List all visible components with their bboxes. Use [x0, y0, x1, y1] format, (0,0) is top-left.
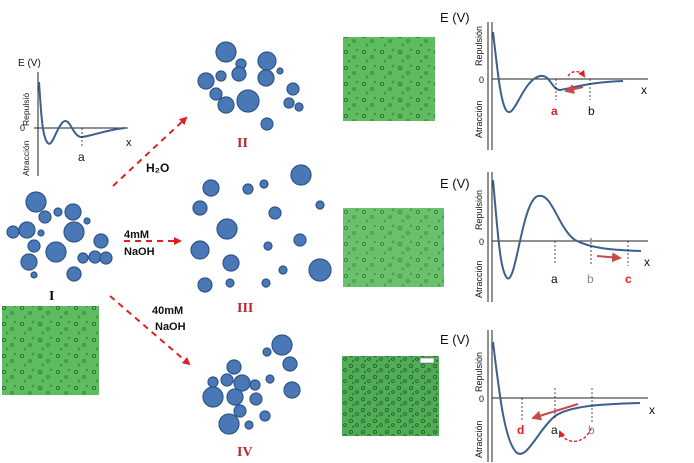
droplets-4mm	[190, 164, 332, 293]
mark-a: a	[78, 150, 85, 164]
shift-arrow	[531, 403, 579, 421]
energy-label: E (V)	[440, 176, 470, 191]
attraction-label: Atracción	[474, 100, 484, 138]
micrograph-4mm	[343, 208, 444, 287]
attraction-label: Atracción	[474, 420, 484, 458]
potential-plot-water: E (V) 0 x a b Repulsión Atracción	[440, 10, 648, 150]
micrograph-40mm	[342, 356, 439, 436]
droplets-40mm	[202, 334, 301, 435]
label-40mm-line2: NaOH	[155, 321, 186, 333]
mark-b: b	[587, 272, 594, 286]
state-label-i: I	[49, 289, 54, 304]
mark-a: a	[551, 104, 558, 118]
mark-b: b	[588, 423, 595, 437]
attraction-label: Atracción	[474, 260, 484, 298]
repulsion-label: Repulsión	[474, 190, 484, 230]
shift-arrow	[564, 84, 584, 95]
return-arrow	[558, 427, 592, 442]
label-4mm-line1: 4mM	[124, 229, 149, 241]
zero-label: 0	[479, 237, 484, 247]
zero-label: 0	[479, 75, 484, 85]
label-4mm-line2: NaOH	[124, 246, 155, 258]
mark-d: d	[517, 423, 524, 437]
scale-bar	[419, 357, 435, 364]
repulsion-label: Repulsión	[474, 26, 484, 66]
x-label: x	[644, 255, 650, 269]
droplets-water	[197, 41, 304, 131]
micrograph-initial	[2, 306, 99, 395]
mark-b: b	[588, 104, 595, 118]
mark-a: a	[551, 272, 558, 286]
potential-plot-40mm: E (V) 0 x d a b Repulsión Atracción	[440, 330, 655, 462]
repulsion-label: Repulsió	[21, 93, 31, 126]
shift-arrow	[596, 252, 622, 263]
state-label-iv: IV	[237, 445, 253, 460]
potential-curve	[38, 81, 126, 145]
arrow-to-water	[112, 116, 188, 187]
x-label: x	[649, 403, 655, 417]
energy-label: E (V)	[440, 332, 470, 347]
potential-plot-initial: E (V) 0 x a Repulsió Atracción	[18, 58, 132, 176]
process-arrows	[109, 116, 191, 366]
droplet-clusters	[6, 41, 332, 435]
zero-label: 0	[479, 394, 484, 404]
zero-label: 0	[20, 123, 25, 133]
droplets-initial	[6, 191, 113, 282]
mark-a: a	[551, 423, 558, 437]
energy-label: E (V)	[440, 10, 470, 25]
label-40mm-line1: 40mM	[152, 305, 183, 317]
return-arrow	[567, 69, 586, 78]
potential-curve	[492, 31, 624, 114]
energy-label: E (V)	[18, 58, 41, 69]
x-label: x	[126, 137, 132, 149]
repulsion-label: Repulsión	[474, 352, 484, 392]
potential-plot-4mm: E (V) 0 x a b c Repulsión Atracción	[440, 172, 650, 302]
mark-c: c	[625, 272, 632, 286]
label-water: H₂O	[146, 161, 169, 175]
potential-curve	[492, 179, 642, 280]
attraction-label: Atracción	[21, 140, 31, 176]
state-label-iii: III	[237, 301, 253, 316]
state-label-ii: II	[237, 136, 248, 151]
x-label: x	[641, 83, 647, 97]
micrograph-water	[343, 37, 435, 121]
potential-curve	[492, 341, 641, 455]
